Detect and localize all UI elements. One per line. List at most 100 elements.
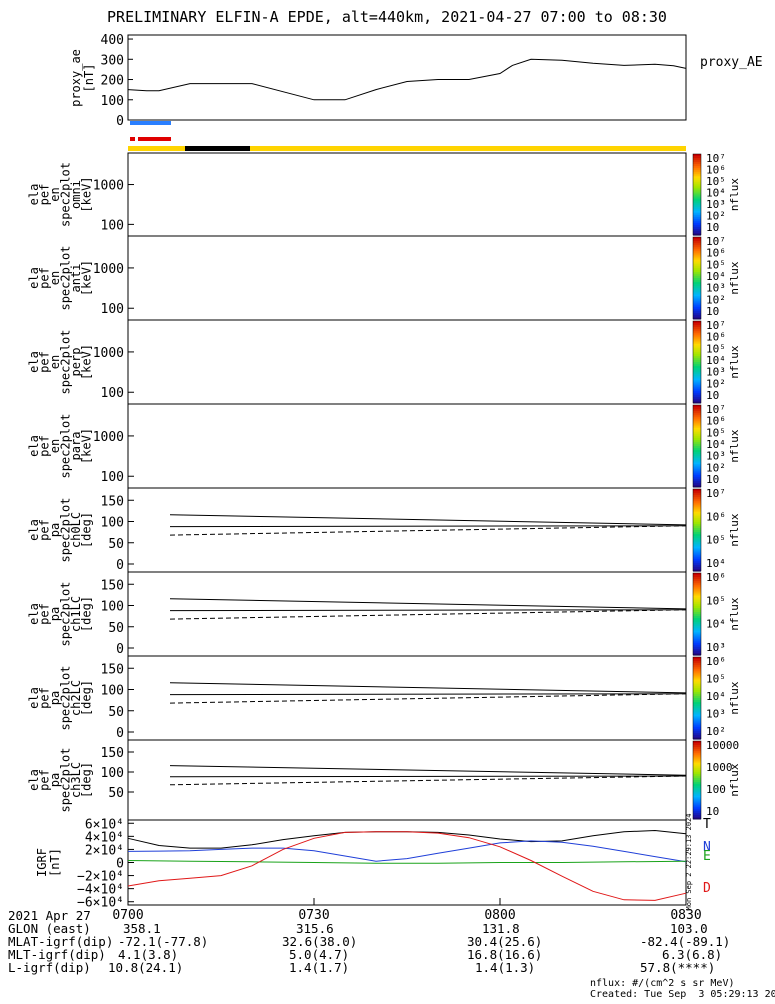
colorbar-cell bbox=[693, 306, 701, 310]
colorbar-cell bbox=[693, 622, 701, 625]
colorbar-cell bbox=[693, 398, 701, 402]
colorbar-cell bbox=[693, 768, 701, 771]
colorbar-cell bbox=[693, 797, 701, 800]
colorbar-label: nflux bbox=[728, 681, 741, 714]
colorbar-cell bbox=[693, 357, 701, 361]
colorbar-cell bbox=[693, 355, 701, 359]
footer-value: 6.3(6.8) bbox=[662, 947, 723, 962]
colorbar-cell bbox=[693, 556, 701, 560]
colorbar-cell bbox=[693, 154, 701, 157]
colorbar-cell bbox=[693, 728, 701, 732]
colorbar-cell bbox=[693, 671, 701, 674]
y-axis-label: [deg] bbox=[80, 596, 94, 632]
colorbar-tick-label: 10⁶ bbox=[706, 331, 726, 344]
colorbar-cell bbox=[693, 587, 701, 590]
colorbar-tick-label: 10⁵ bbox=[706, 426, 726, 439]
colorbar-cell bbox=[693, 314, 701, 318]
created-stamp: Created: Tue Sep 3 05:29:13 2024 bbox=[590, 989, 775, 1000]
y-tick-label: 50 bbox=[108, 786, 124, 801]
colorbar-tick-label: 10⁴ bbox=[706, 270, 726, 283]
y-axis-label: [deg] bbox=[80, 762, 94, 798]
orbit-status-bar bbox=[128, 146, 686, 151]
colorbar-frame bbox=[692, 488, 702, 572]
colorbar-cell bbox=[693, 599, 701, 603]
colorbar-cell bbox=[693, 230, 701, 234]
colorbar-tick-label: 10⁵ bbox=[706, 594, 726, 607]
panel-frame bbox=[127, 319, 687, 405]
y-axis-label: pef bbox=[38, 351, 52, 373]
colorbar-cell bbox=[693, 776, 701, 779]
loss-cone-line bbox=[169, 682, 687, 694]
colorbar-cell bbox=[693, 698, 701, 701]
colorbar-cell bbox=[693, 805, 701, 808]
colorbar-cell bbox=[693, 581, 701, 584]
colorbar-cell bbox=[693, 734, 701, 738]
colorbar-tick-label: 10³ bbox=[706, 282, 726, 295]
colorbar-cell bbox=[693, 612, 701, 615]
colorbar-cell bbox=[693, 347, 701, 351]
y-tick-label: 0 bbox=[116, 114, 124, 129]
colorbar-cell bbox=[693, 239, 701, 242]
colorbar-cell bbox=[693, 251, 701, 254]
colorbar-cell bbox=[693, 663, 701, 666]
colorbar-cell bbox=[693, 208, 701, 212]
orbit-status-dark bbox=[185, 146, 250, 151]
colorbar-cell bbox=[693, 495, 701, 498]
y-tick-label: 1000 bbox=[93, 430, 124, 445]
colorbar-cell bbox=[693, 546, 701, 549]
y-axis-label: omni bbox=[69, 180, 83, 209]
proxy-ae-frame bbox=[127, 34, 687, 121]
colorbar-cell bbox=[693, 813, 701, 816]
colorbar-cell bbox=[693, 265, 701, 269]
colorbar-cell bbox=[693, 544, 701, 547]
colorbar-cell bbox=[693, 245, 701, 248]
colorbar-cell bbox=[693, 302, 701, 306]
colorbar-label: nflux bbox=[728, 597, 741, 630]
colorbar-cell bbox=[693, 696, 701, 699]
colorbar-cell bbox=[693, 476, 701, 480]
y-tick-label: 0 bbox=[116, 726, 124, 741]
colorbar-cell bbox=[693, 548, 701, 552]
colorbar-cell bbox=[693, 462, 701, 465]
footer-value: 57.8(****) bbox=[640, 960, 716, 975]
colorbar-cell bbox=[693, 409, 701, 412]
colorbar-cell bbox=[693, 280, 701, 283]
colorbar-cell bbox=[693, 482, 701, 486]
colorbar-cell bbox=[693, 525, 701, 529]
colorbar-cell bbox=[693, 413, 701, 416]
colorbar-cell bbox=[693, 452, 701, 455]
colorbar-cell bbox=[693, 704, 701, 707]
colorbar-tick-label: 10⁴ bbox=[706, 618, 726, 631]
anti-loss-cone-line bbox=[169, 693, 687, 704]
colorbar-cell bbox=[693, 423, 701, 426]
colorbar-cell bbox=[693, 817, 701, 820]
loss-cone-line bbox=[169, 525, 687, 528]
proxy-ae-line bbox=[127, 58, 687, 101]
y-axis-label: anti bbox=[69, 264, 83, 293]
y-tick-label: 150 bbox=[101, 578, 124, 593]
colorbar-cell bbox=[693, 226, 701, 230]
colorbar-cell bbox=[693, 376, 701, 379]
y-axis-label: pef bbox=[38, 603, 52, 625]
colorbar-cell bbox=[693, 160, 701, 163]
colorbar-cell bbox=[693, 439, 701, 443]
colorbar-cell bbox=[693, 156, 701, 159]
y-axis-label: pef bbox=[38, 184, 52, 206]
colorbar-cell bbox=[693, 298, 701, 302]
colorbar-cell bbox=[693, 166, 701, 169]
colorbar-cell bbox=[693, 296, 701, 299]
x-tick-label: 0830 bbox=[670, 908, 701, 923]
footer-value: 10.8(24.1) bbox=[108, 960, 184, 975]
colorbar-tick-label: 10 bbox=[706, 805, 719, 818]
colorbar-cell bbox=[693, 780, 701, 783]
x-tick-label: 0730 bbox=[298, 908, 329, 923]
colorbar-frame bbox=[692, 320, 702, 404]
y-axis-label: spec2plot bbox=[59, 329, 73, 394]
colorbar-cell bbox=[693, 327, 701, 330]
colorbar-cell bbox=[693, 579, 701, 582]
plot-title: PRELIMINARY ELFIN-A EPDE, alt=440km, 202… bbox=[107, 8, 667, 26]
footer-value: 1.4(1.7) bbox=[289, 960, 350, 975]
colorbar-cell bbox=[693, 722, 701, 726]
